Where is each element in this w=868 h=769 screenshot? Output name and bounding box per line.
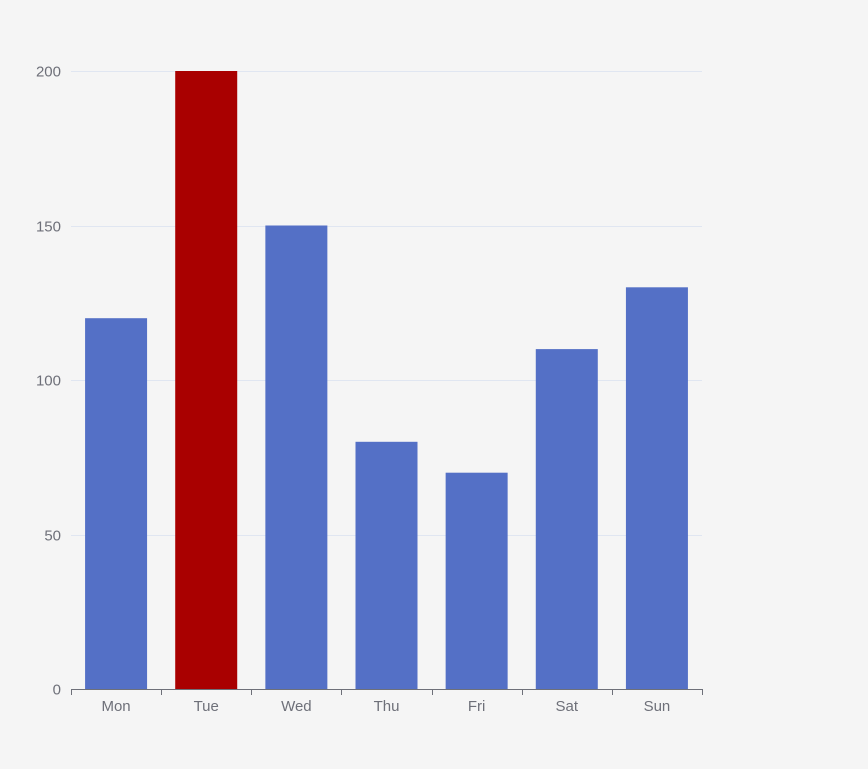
x-tick-label: Fri xyxy=(468,698,486,715)
y-tick-label: 0 xyxy=(53,682,61,699)
bar-sat xyxy=(535,349,598,689)
y-tick-label: 200 xyxy=(36,64,61,81)
x-tick-label: Sat xyxy=(556,698,579,715)
y-tick-label: 150 xyxy=(36,219,61,236)
bar-wed xyxy=(265,225,328,689)
x-tick-label: Sun xyxy=(644,698,671,715)
y-tick-label: 50 xyxy=(44,528,61,545)
x-tick-label: Mon xyxy=(101,698,130,715)
bar-tue xyxy=(175,71,238,689)
bar-thu xyxy=(355,441,418,689)
x-tick-label: Thu xyxy=(374,698,400,715)
y-tick-label: 100 xyxy=(36,373,61,390)
bar-series xyxy=(85,71,688,689)
x-tick-label: Wed xyxy=(281,698,312,715)
x-tick-label: Tue xyxy=(194,698,219,715)
bar-fri xyxy=(445,472,508,689)
axes: 0 50 100 150 200 Mon Tue Wed Thu Fri Sat Sun xyxy=(36,64,703,715)
bar-sun xyxy=(625,287,688,689)
bar-mon xyxy=(85,318,148,689)
